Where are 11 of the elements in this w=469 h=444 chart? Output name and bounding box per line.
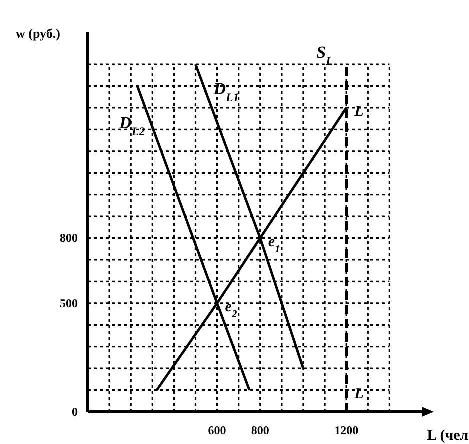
- y-axis-title: w (руб.): [16, 26, 60, 41]
- x-tick-label: 800: [251, 424, 270, 438]
- y-tick-label: 800: [60, 231, 78, 246]
- annotation: e$_{2}$: [225, 299, 238, 320]
- x-axis-title: L (чел: [427, 428, 469, 444]
- y-tick-label: 0: [72, 404, 78, 419]
- x-tick-label: 600: [208, 424, 226, 438]
- annotation: L: [354, 104, 364, 120]
- x-tick-label: 1200: [334, 424, 359, 438]
- annotation: e$_{1}$: [268, 234, 280, 255]
- y-tick-label: 500: [60, 296, 78, 310]
